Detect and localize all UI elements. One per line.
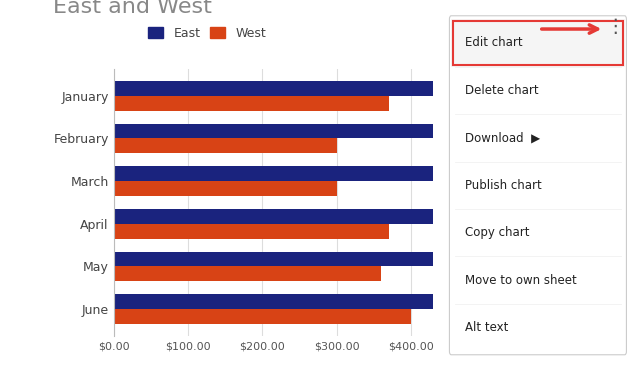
- Bar: [114, 294, 433, 309]
- Bar: [114, 81, 433, 96]
- Bar: [114, 309, 411, 324]
- Bar: [114, 123, 433, 139]
- Bar: [114, 251, 433, 266]
- Bar: [114, 224, 389, 239]
- Text: Edit chart: Edit chart: [465, 36, 522, 49]
- Text: Copy chart: Copy chart: [465, 226, 529, 239]
- Bar: [114, 209, 433, 224]
- Bar: [114, 266, 381, 282]
- Legend: East, West: East, West: [148, 27, 266, 40]
- Text: Download  ▶: Download ▶: [465, 131, 540, 144]
- Bar: [114, 139, 336, 154]
- Text: Move to own sheet: Move to own sheet: [465, 274, 577, 287]
- Bar: [114, 181, 336, 196]
- Text: Alt text: Alt text: [465, 321, 509, 334]
- Text: East and West: East and West: [54, 0, 212, 17]
- Bar: [114, 166, 433, 181]
- Text: Delete chart: Delete chart: [465, 84, 539, 97]
- FancyBboxPatch shape: [451, 19, 625, 66]
- Text: ⋮: ⋮: [606, 17, 625, 36]
- FancyBboxPatch shape: [449, 16, 627, 355]
- Bar: [114, 96, 389, 111]
- Text: Publish chart: Publish chart: [465, 179, 542, 192]
